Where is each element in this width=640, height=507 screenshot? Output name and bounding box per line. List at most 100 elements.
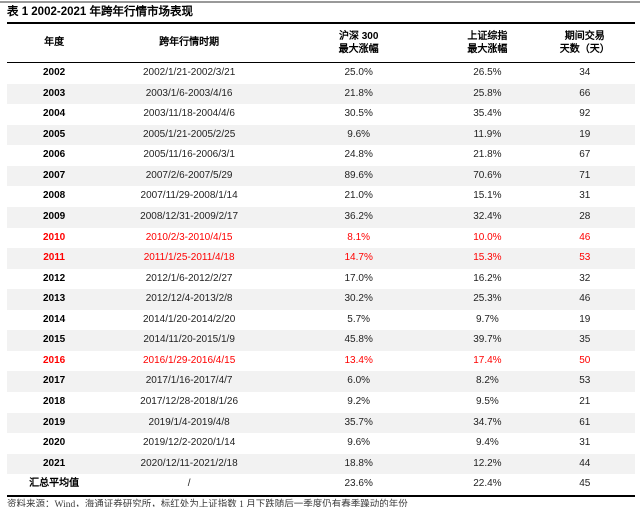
cross-year-market-performance-table: 年度 跨年行情时期 沪深 300 最大涨幅 上证综指 最大涨幅 期间交易 天数（天） 2002… — [7, 22, 635, 497]
year-cell: 2015 — [42, 334, 66, 346]
header-row: 年度 跨年行情时期 沪深 300 最大涨幅 上证综指 最大涨幅 期间交易 天数（天） — [7, 23, 635, 63]
table-header: 年度 跨年行情时期 沪深 300 最大涨幅 上证综指 最大涨幅 期间交易 天数（天） — [7, 23, 635, 63]
hs300-cell: 9.6% — [347, 128, 371, 140]
table-row: 2015 2014/11/20-2015/1/9 45.8% 39.7% 35 — [7, 330, 635, 351]
year-cell: 2014 — [42, 313, 66, 325]
period-cell: 2005/1/21-2005/2/25 — [142, 128, 236, 140]
table-row: 2017 2017/1/16-2017/4/7 6.0% 8.2% 53 — [7, 371, 635, 392]
table-row: 2009 2008/12/31-2009/2/17 36.2% 32.4% 28 — [7, 206, 635, 228]
period-cell: 2010/2/3-2010/4/15 — [145, 231, 233, 243]
year-cell: 2008 — [42, 190, 66, 202]
hs300-cell: 89.6% — [344, 169, 373, 181]
days-cell: 35 — [579, 334, 591, 346]
hs300-cell: 5.7% — [347, 313, 371, 325]
hs300-cell: 30.2% — [344, 293, 373, 305]
year-cell: 2007 — [42, 169, 66, 181]
days-cell: 31 — [579, 437, 591, 449]
table-row: 2020 2019/12/2-2020/1/14 9.6% 9.4% 31 — [7, 433, 635, 454]
hs300-cell: 18.8% — [344, 457, 373, 469]
hs300-cell: 9.6% — [347, 437, 371, 449]
hs300-cell: 6.0% — [347, 375, 371, 387]
sse-cell: 17.4% — [473, 354, 502, 366]
hs300-cell: 21.0% — [344, 190, 373, 202]
period-cell: 2011/1/25-2011/4/18 — [143, 252, 235, 264]
year-cell: 2009 — [42, 210, 66, 222]
period-cell: 2019/12/2-2020/1/14 — [142, 437, 236, 449]
hs300-cell: 35.7% — [344, 416, 373, 428]
summary-row: 汇总平均值 / 23.6% 22.4% 45 — [7, 474, 635, 496]
period-cell: 2020/12/11-2021/2/18 — [140, 457, 238, 469]
sse-cell: 32.4% — [473, 210, 502, 222]
sse-cell: 10.0% — [473, 231, 502, 243]
year-cell: 2020 — [42, 437, 66, 449]
days-cell: 44 — [579, 457, 591, 469]
period-cell: 2007/2/6-2007/5/29 — [145, 169, 233, 181]
sse-cell: 35.4% — [473, 108, 502, 120]
hs300-cell: 8.1% — [347, 231, 371, 243]
hs300-cell: 17.0% — [344, 272, 373, 284]
period-cell: 2003/1/6-2003/4/16 — [145, 87, 233, 99]
period-cell: 2008/12/31-2009/2/17 — [140, 210, 239, 222]
sse-cell: 22.4% — [473, 478, 502, 490]
table-row: 2006 2005/11/16-2006/3/1 24.8% 21.8% 67 — [7, 145, 635, 166]
year-cell: 2003 — [42, 87, 66, 99]
hs300-cell: 25.0% — [344, 67, 373, 78]
column-header-period: 跨年行情时期 — [101, 23, 278, 63]
table-title: 表 1 2002-2021 年跨年行情市场表现 — [7, 6, 193, 18]
period-cell: 2002/1/21-2002/3/21 — [142, 67, 236, 78]
year-cell: 2005 — [42, 128, 66, 140]
days-cell: 21 — [579, 396, 591, 407]
sse-cell: 9.7% — [476, 313, 499, 325]
period-cell: 2017/1/16-2017/4/7 — [145, 375, 233, 387]
period-cell: 2017/12/28-2018/1/26 — [140, 396, 239, 407]
table-row: 2007 2007/2/6-2007/5/29 89.6% 70.6% 71 — [7, 165, 635, 187]
year-cell: 2021 — [42, 457, 66, 469]
hs300-cell: 13.4% — [344, 354, 373, 366]
days-cell: 53 — [579, 252, 591, 264]
column-header-days: 期间交易 天数（天） — [534, 23, 635, 63]
days-cell: 46 — [579, 293, 591, 305]
days-cell: 66 — [579, 87, 591, 99]
period-cell: 2019/1/4-2019/4/8 — [148, 416, 230, 428]
hs300-cell: 23.6% — [344, 478, 373, 490]
sse-cell: 15.3% — [473, 252, 502, 264]
table-row: 2012 2012/1/6-2012/2/27 17.0% 16.2% 32 — [7, 269, 635, 290]
table-row: 2008 2007/11/29-2008/1/14 21.0% 15.1% 31 — [7, 186, 635, 207]
days-cell: 50 — [579, 354, 591, 366]
period-cell: 2005/11/16-2006/3/1 — [143, 149, 235, 161]
table-row: 2011 2011/1/25-2011/4/18 14.7% 15.3% 53 — [7, 248, 635, 269]
period-cell: 2014/11/20-2015/1/9 — [143, 334, 235, 346]
hs300-cell: 36.2% — [344, 210, 373, 222]
year-cell: 2016 — [42, 354, 66, 366]
table-row: 2018 2017/12/28-2018/1/26 9.2% 9.5% 21 — [7, 392, 635, 413]
days-cell: 71 — [579, 169, 591, 181]
year-cell: 2018 — [42, 396, 66, 407]
year-cell: 2010 — [42, 231, 66, 243]
year-cell: 2006 — [42, 149, 66, 161]
column-header-year: 年度 — [7, 23, 102, 63]
year-cell: 2017 — [42, 375, 66, 387]
days-cell: 45 — [579, 478, 591, 490]
sse-cell: 25.8% — [473, 87, 502, 99]
table-row: 2013 2012/12/4-2013/2/8 30.2% 25.3% 46 — [7, 289, 635, 310]
year-cell: 2013 — [42, 293, 66, 305]
table-row: 2003 2003/1/6-2003/4/16 21.8% 25.8% 66 — [7, 83, 635, 105]
sse-cell: 12.2% — [473, 457, 502, 469]
sse-cell: 9.5% — [476, 396, 499, 407]
period-cell: 2003/11/18-2004/4/6 — [143, 108, 235, 120]
table-row: 2002 2002/1/21-2002/3/21 25.0% 26.5% 34 — [7, 63, 635, 84]
days-cell: 46 — [579, 231, 591, 243]
table-row: 2021 2020/12/11-2021/2/18 18.8% 12.2% 44 — [7, 453, 635, 475]
days-cell: 92 — [579, 108, 591, 120]
year-cell: 汇总平均值 — [29, 478, 80, 490]
days-cell: 53 — [579, 375, 591, 387]
period-cell: 2007/11/29-2008/1/14 — [140, 190, 238, 202]
year-cell: 2019 — [42, 416, 66, 428]
table-row: 2016 2016/1/29-2016/4/15 13.4% 17.4% 50 — [7, 351, 635, 372]
column-header-sse: 上证综指 最大涨幅 — [440, 23, 535, 63]
table-row: 2004 2003/11/18-2004/4/6 30.5% 35.4% 92 — [7, 104, 635, 125]
source-note: 资料来源：Wind，海通证券研究所，标红处为上证指数 1 月下跌随后一季度仍有春… — [7, 499, 408, 507]
sse-cell: 15.1% — [473, 190, 502, 202]
sse-cell: 39.7% — [473, 334, 502, 346]
